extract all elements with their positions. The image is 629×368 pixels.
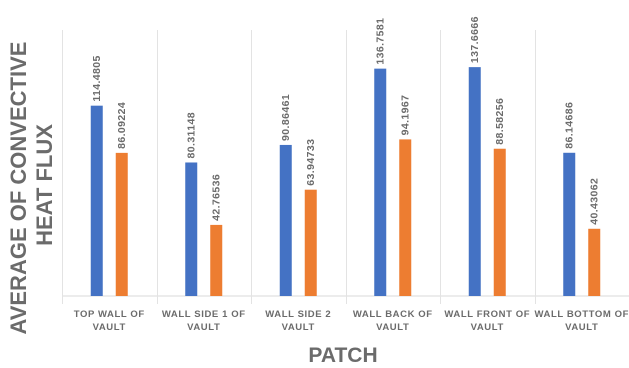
bar-series-1 (374, 68, 387, 297)
bar-series-2 (493, 148, 506, 296)
data-label-series-1: 114.4805 (91, 55, 103, 101)
data-label-series-1: 136.7581 (375, 18, 387, 65)
y-axis-title-line-2: HEAT FLUX (32, 124, 57, 246)
bar-series-1 (279, 144, 292, 296)
bar-series-1 (468, 67, 481, 297)
x-tick-label: TOP WALL OF VAULT (74, 309, 145, 333)
data-label-series-1: 90.86461 (280, 94, 292, 141)
x-tick-label-line: WALL SIDE 1 OF (162, 309, 246, 320)
bar-series-1 (90, 105, 103, 296)
x-tick-label-line: VAULT (376, 322, 409, 333)
data-labels: 114.4805 86.09224 80.31148 42.76536 90.86461… (91, 16, 601, 225)
x-tick-label-line: VAULT (565, 322, 598, 333)
bar-series-2 (399, 139, 412, 296)
data-label-series-2: 94.1967 (400, 95, 412, 136)
x-tick-label-line: VAULT (282, 322, 315, 333)
x-tick-label: WALL FRONT OF VAULT (444, 309, 530, 333)
data-label-series-2: 40.43062 (589, 178, 601, 225)
bar-series-1 (185, 162, 198, 296)
data-label-series-2: 63.94733 (305, 139, 317, 186)
bar-series-2 (115, 152, 128, 296)
x-tick-label-line: WALL SIDE 2 (265, 309, 331, 320)
x-tick-label-line: TOP WALL OF (74, 309, 145, 320)
data-label-series-2: 42.76536 (211, 174, 223, 221)
x-tick-label-line: VAULT (93, 322, 126, 333)
data-label-series-1: 80.31148 (186, 112, 198, 158)
data-label-series-2: 86.09224 (116, 102, 128, 149)
x-tick-label: WALL BACK OF VAULT (353, 309, 433, 333)
data-label-series-1: 86.14686 (564, 102, 576, 149)
data-label-series-2: 88.58256 (494, 98, 506, 145)
x-tick-label-line: WALL BACK OF (353, 309, 433, 320)
x-tick-label: WALL SIDE 2 VAULT (265, 309, 331, 333)
x-tick-label-line: WALL BOTTOM OF (534, 309, 629, 320)
y-axis-title-line-1: AVERAGE OF CONVECTIVE (6, 42, 31, 335)
bar-series-2 (588, 228, 601, 296)
x-tick-label-line: VAULT (187, 322, 220, 333)
bar-series-1 (563, 152, 576, 296)
category-grid (62, 30, 629, 304)
x-tick-label: WALL BOTTOM OF VAULT (534, 309, 629, 333)
x-tick-label: WALL SIDE 1 OF VAULT (162, 309, 246, 333)
x-tick-label-line: WALL FRONT OF (444, 309, 530, 320)
bar-series-2 (304, 189, 317, 296)
x-axis-title: PATCH (308, 344, 377, 367)
y-axis-title: AVERAGE OF CONVECTIVE HEAT FLUX (6, 35, 57, 334)
bar-series-2 (210, 224, 223, 296)
bars (90, 67, 601, 297)
data-label-series-1: 137.6666 (469, 16, 481, 63)
x-tick-label-line: VAULT (471, 322, 504, 333)
